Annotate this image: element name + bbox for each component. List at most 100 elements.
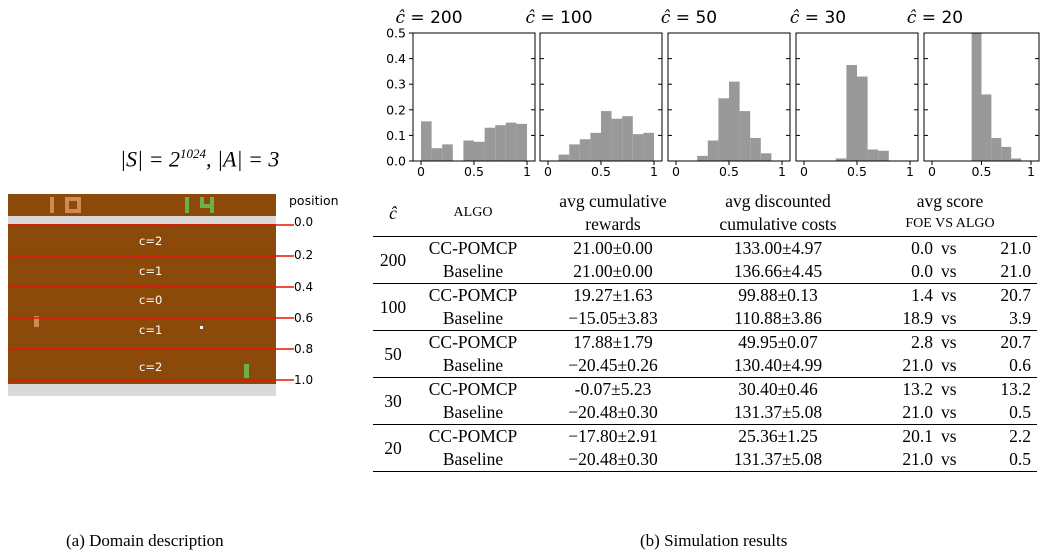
histogram-bar [878,151,889,161]
algo-score: 20.7 [1000,284,1031,307]
c-value: 200 [373,237,413,284]
vs-label: vs [941,331,957,354]
x-tick-label: 0.5 [972,164,992,179]
x-tick-label: 0.5 [847,164,867,179]
x-tick-label: 0.5 [591,164,611,179]
header-costs-2: cumulative costs [693,213,863,237]
position-title: position [289,193,339,208]
x-tick-label: 0 [800,164,808,179]
algo-cell: Baseline [413,401,533,425]
position-label: 0.4 [294,280,313,294]
histogram-bar [697,156,708,161]
c-value: 20 [373,425,413,472]
histogram-bar [580,139,591,161]
costs-cell: 30.40±0.46 [693,378,863,402]
histogram-bar [982,94,992,161]
foe-score: 1.4 [911,284,933,307]
score-cell: 1.4 vs 20.7 [863,284,1037,308]
histogram-bar [506,123,517,161]
histogram-bar [633,134,644,161]
vs-label: vs [941,401,957,424]
algo-score: 13.2 [1000,378,1031,401]
costs-cell: 49.95±0.07 [693,331,863,355]
algo-cell: CC-POMCP [413,425,533,449]
rewards-cell: −20.45±0.26 [533,354,693,378]
y-tick-label: 0.1 [386,128,406,143]
rewards-cell: -0.07±5.23 [533,378,693,402]
vs-label: vs [941,237,957,260]
vs-label: vs [941,378,957,401]
histogram-bar [485,128,496,161]
x-tick-label: 0 [417,164,425,179]
histogram-bar [708,141,719,161]
histogram-bar [972,33,982,161]
algo-cell: CC-POMCP [413,331,533,355]
foe-score: 2.8 [911,331,933,354]
histogram-bar [432,148,443,161]
foe-score: 0.0 [911,260,933,283]
header-costs: avg discounted [693,190,863,213]
histogram-bar [463,141,474,161]
histogram-bar [590,133,601,161]
histogram-bar [643,133,654,161]
histogram-bar [750,138,761,161]
score-cell: 21.0 vs 0.5 [863,401,1037,425]
score-cell: 0.0 vs 21.0 [863,260,1037,284]
histogram-bar [761,153,772,161]
position-axis: position 0.0 0.2 0.4 0.6 0.8 1.0 [282,193,352,393]
table-row: 100 CC-POMCP 19.27±1.63 99.88±0.13 1.4 vs 20.7 [373,284,1037,308]
position-label: 0.0 [294,215,313,229]
position-label: 1.0 [294,373,313,387]
score-cell: 20.1 vs 2.2 [863,425,1037,449]
foe-score: 13.2 [902,378,933,401]
score-cell: 2.8 vs 20.7 [863,331,1037,355]
header-algo: ALGO [413,190,533,237]
header-score: avg score [863,190,1037,213]
algo-score: 21.0 [1000,237,1031,260]
vs-label: vs [941,284,957,307]
score-cell: 0.0 vs 21.0 [863,237,1037,261]
foe-score: 21.0 [902,448,933,471]
foe-score: 21.0 [902,401,933,424]
histogram-bar [516,124,527,161]
x-tick-label: 1 [1027,164,1035,179]
header-score-2: FOE VS ALGO [863,213,1037,237]
x-tick-label: 1 [906,164,914,179]
x-tick-label: 1 [650,164,658,179]
rewards-cell: −20.48±0.30 [533,401,693,425]
algo-score: 21.0 [1000,260,1031,283]
caption-a: (a) Domain description [66,531,224,551]
algo-score: 2.2 [1009,425,1031,448]
costs-cell: 131.37±5.08 [693,401,863,425]
foe-score: 21.0 [902,354,933,377]
rewards-cell: −17.80±2.91 [533,425,693,449]
costs-cell: 110.88±3.86 [693,307,863,331]
table-row: 30 CC-POMCP -0.07±5.23 30.40±0.46 13.2 vs 13.2 [373,378,1037,402]
header-c: ĉ [373,190,413,237]
c-value: 50 [373,331,413,378]
x-tick-label: 0 [928,164,936,179]
foe-score: 0.0 [911,237,933,260]
vs-label: vs [941,260,957,283]
histogram-bar [846,65,857,161]
histogram-bar [740,111,751,161]
algo-score: 3.9 [1009,307,1031,330]
table-row: Baseline −20.48±0.30 131.37±5.08 21.0 vs 0.5 [373,448,1037,472]
results-table: ĉ ALGO avg cumulative avg discounted avg… [373,190,1037,472]
histogram-bar [612,119,623,161]
position-label: 0.6 [294,311,313,325]
score-cell: 21.0 vs 0.5 [863,448,1037,472]
algo-cell: CC-POMCP [413,378,533,402]
position-label: 0.2 [294,248,313,262]
caption-b: (b) Simulation results [640,531,787,551]
table-row: 200 CC-POMCP 21.00±0.00 133.00±4.97 0.0 vs 21.… [373,237,1037,261]
rewards-cell: −20.48±0.30 [533,448,693,472]
costs-cell: 99.88±0.13 [693,284,863,308]
header-rewards-2: rewards [533,213,693,237]
y-tick-label: 0.4 [386,51,406,66]
histogram-bar [991,138,1001,161]
histogram-bar [495,125,506,161]
costs-cell: 131.37±5.08 [693,448,863,472]
vs-label: vs [941,425,957,448]
